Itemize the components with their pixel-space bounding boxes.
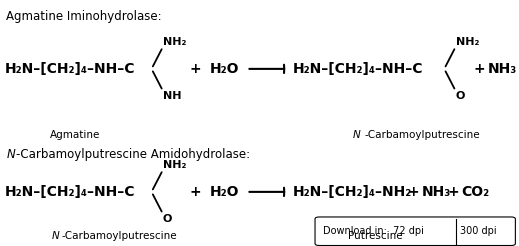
Text: H₂O: H₂O xyxy=(210,185,240,199)
Text: O: O xyxy=(163,214,172,224)
Text: +: + xyxy=(407,185,419,199)
Text: N: N xyxy=(52,231,60,241)
Text: 300 dpi: 300 dpi xyxy=(460,226,496,236)
Text: +: + xyxy=(473,62,485,76)
Text: NH₂: NH₂ xyxy=(456,37,479,47)
Text: N: N xyxy=(6,148,15,161)
Text: NH₂: NH₂ xyxy=(163,160,186,170)
Text: NH: NH xyxy=(163,91,182,101)
Text: H₂N–[CH₂]₄–NH–C: H₂N–[CH₂]₄–NH–C xyxy=(5,62,135,76)
Text: NH₃: NH₃ xyxy=(422,185,451,199)
Text: NH₃: NH₃ xyxy=(488,62,517,76)
Text: +: + xyxy=(189,62,201,76)
Text: +: + xyxy=(447,185,459,199)
Text: H₂O: H₂O xyxy=(210,62,240,76)
FancyBboxPatch shape xyxy=(315,217,515,246)
Text: Download in:  72 dpi: Download in: 72 dpi xyxy=(323,226,424,236)
Text: O: O xyxy=(456,91,465,101)
Text: CO₂: CO₂ xyxy=(461,185,489,199)
Text: H₂N–[CH₂]₄–NH–C: H₂N–[CH₂]₄–NH–C xyxy=(5,185,135,199)
Text: NH₂: NH₂ xyxy=(163,37,186,47)
Text: Agmatine Iminohydrolase:: Agmatine Iminohydrolase: xyxy=(6,10,162,23)
Text: -Carbamoylputrescine: -Carbamoylputrescine xyxy=(364,130,480,140)
Text: Putrescine: Putrescine xyxy=(348,231,402,241)
Text: +: + xyxy=(189,185,201,199)
Text: N: N xyxy=(353,130,361,140)
Text: H₂N–[CH₂]₄–NH–C: H₂N–[CH₂]₄–NH–C xyxy=(293,62,424,76)
Text: Agmatine: Agmatine xyxy=(50,130,101,140)
Text: -Carbamoylputrescine: -Carbamoylputrescine xyxy=(61,231,177,241)
Text: H₂N–[CH₂]₄–NH₂: H₂N–[CH₂]₄–NH₂ xyxy=(293,185,413,199)
Text: -Carbamoylputrescine Amidohydrolase:: -Carbamoylputrescine Amidohydrolase: xyxy=(16,148,250,161)
